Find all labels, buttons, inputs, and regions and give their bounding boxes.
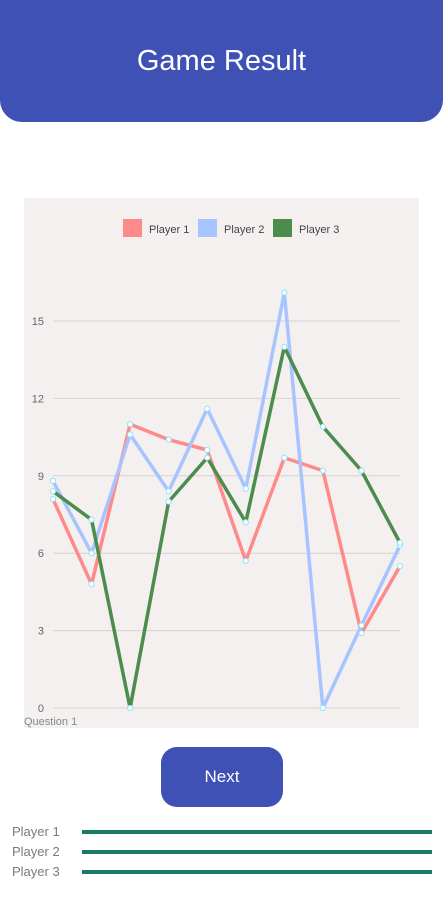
series-3-point-2 xyxy=(88,516,95,523)
page-title: Game Result xyxy=(136,44,307,77)
line-chart: 0 3 6 9 12 15 Question 1 Player 1 Player 2 Player… xyxy=(24,198,419,728)
player-row-3: Player 3 xyxy=(0,862,443,882)
legend-label-1: Player 1 xyxy=(149,224,189,236)
y-tick-label-3: 3 xyxy=(38,626,44,638)
series-line-1 xyxy=(51,422,402,635)
series-2-point-1 xyxy=(49,477,57,485)
player-label-2: Player 2 xyxy=(12,844,60,859)
series-3-point-1 xyxy=(49,488,57,495)
legend-label-3: Player 3 xyxy=(299,224,339,236)
series-1-point-4 xyxy=(165,436,172,443)
series-3-point-8 xyxy=(319,423,326,430)
player-row-1: Player 1 xyxy=(0,822,443,842)
legend-swatch-2 xyxy=(198,219,217,237)
player-bar-1 xyxy=(82,830,432,834)
series-1-point-9 xyxy=(358,630,365,637)
series-2-point-4 xyxy=(165,488,172,495)
player-bar-3 xyxy=(82,870,432,874)
player-label-3: Player 3 xyxy=(12,864,60,879)
legend-label-2: Player 2 xyxy=(224,224,264,236)
series-3-point-10 xyxy=(396,539,404,546)
series-2-point-3 xyxy=(127,431,134,438)
y-tick-label-9: 9 xyxy=(38,471,44,483)
x-tick-label: Question 1 xyxy=(24,716,77,728)
series-3-point-3 xyxy=(127,704,134,712)
series-3-point-5 xyxy=(204,454,211,461)
series-2-point-2 xyxy=(88,550,95,557)
series-2-point-9 xyxy=(358,622,365,629)
player-bar-2 xyxy=(82,850,432,854)
y-tick-label-15: 15 xyxy=(32,316,44,328)
series-1-point-10 xyxy=(396,563,404,570)
player-row-2: Player 2 xyxy=(0,842,443,862)
legend-swatch-1 xyxy=(123,219,142,237)
series-3-point-4 xyxy=(165,498,172,505)
player-label-1: Player 1 xyxy=(12,824,60,839)
series-1-point-5 xyxy=(204,446,211,454)
series-1-point-6 xyxy=(242,557,249,565)
app-header: Game Result xyxy=(0,0,443,122)
series-1-point-7 xyxy=(281,454,288,461)
series-1-point-2 xyxy=(88,581,95,588)
chart-svg: 0 3 6 9 12 15 Question 1 Player 1 Player 2 Player… xyxy=(24,219,404,728)
series-3-point-6 xyxy=(242,519,249,526)
series-3-point-9 xyxy=(358,467,365,474)
series-2-point-8 xyxy=(319,704,326,712)
y-tick-label-6: 6 xyxy=(38,548,44,560)
next-button[interactable]: Next xyxy=(161,747,283,807)
series-line-3 xyxy=(51,345,402,710)
legend-swatch-3 xyxy=(273,219,292,237)
series-2-point-7 xyxy=(281,289,288,296)
series-2-point-6 xyxy=(242,485,249,492)
series-1-point-3 xyxy=(127,421,134,428)
y-tick-label-0: 0 xyxy=(38,703,44,715)
series-3-point-7 xyxy=(281,343,288,350)
y-tick-label-12: 12 xyxy=(32,393,44,405)
series-2-point-5 xyxy=(204,405,211,412)
series-1-point-1 xyxy=(49,495,57,503)
series-1-point-8 xyxy=(319,467,326,474)
series-line-2 xyxy=(51,290,402,710)
